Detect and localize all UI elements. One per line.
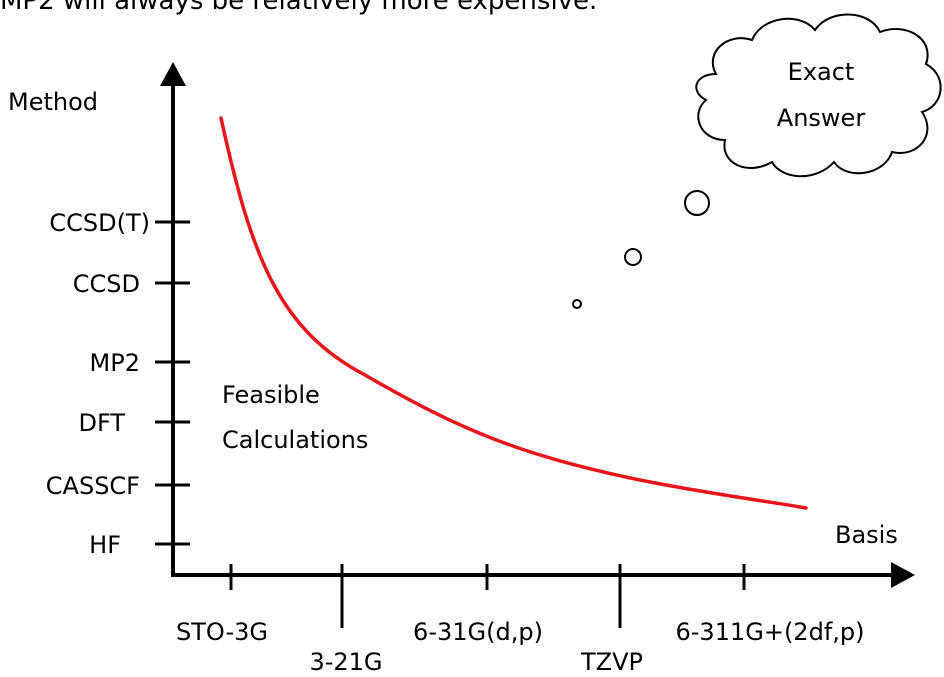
x-tick-label: TZVP (580, 648, 643, 676)
y-tick-label: MP2 (90, 349, 140, 377)
cloud-text: Answer (777, 104, 866, 132)
x-axis-label: Basis (835, 521, 898, 549)
x-tick-label: 6-311G+(2df,p) (676, 618, 865, 646)
region-label: Calculations (222, 426, 368, 454)
partial-caption-text: MP2 will always be relatively more expen… (0, 0, 598, 16)
thought-bubble-small (572, 299, 582, 309)
exact-answer-cloud (695, 13, 942, 178)
x-axis-arrowhead (891, 562, 915, 588)
y-tick-label: CCSD (73, 270, 140, 298)
y-axis-arrowhead (160, 62, 186, 86)
x-tick-label: STO-3G (176, 618, 268, 646)
x-tick-label: 6-31G(d,p) (413, 618, 543, 646)
region-label: Feasible (222, 381, 320, 409)
y-tick-label: CCSD(T) (49, 209, 150, 237)
y-tick-label: CASSCF (46, 472, 140, 500)
y-tick-label: DFT (78, 409, 125, 437)
thought-bubble-large (684, 190, 710, 216)
thought-bubble-medium (624, 248, 642, 266)
y-tick-label: HF (89, 531, 121, 559)
x-tick-label: 3-21G (309, 648, 382, 676)
cloud-text: Exact (788, 58, 855, 86)
feasibility-curve (219, 116, 808, 510)
y-axis-label: Method (8, 88, 98, 116)
